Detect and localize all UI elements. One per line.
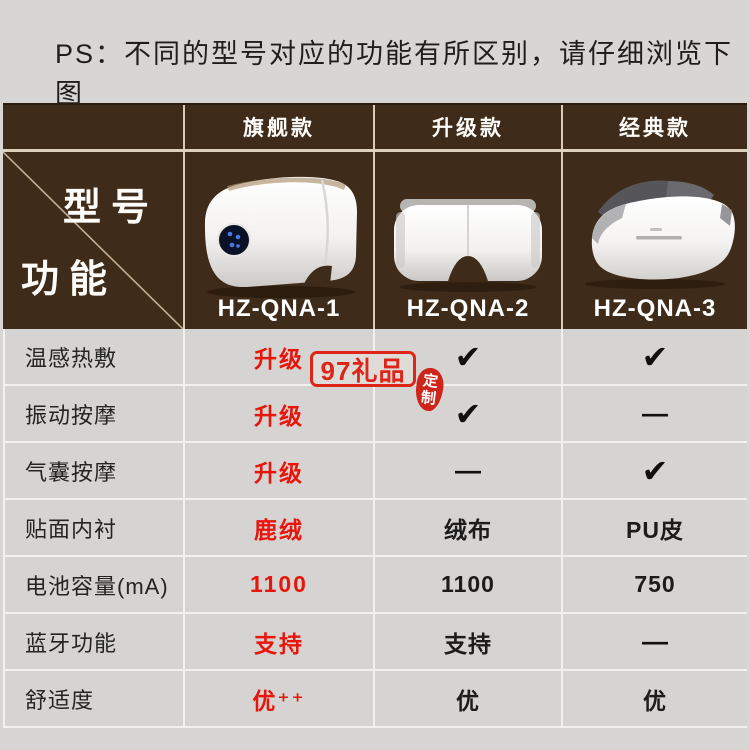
watermark-badge: 97礼品	[310, 351, 416, 387]
corner-header-spacer	[3, 105, 185, 149]
feature-label-cell: 振动按摩	[3, 386, 185, 441]
feature-value: 优⁺⁺	[252, 687, 306, 714]
value-cell: 绒布	[375, 500, 563, 555]
model-name: HZ-QNA-3	[593, 295, 717, 322]
seal-char-bottom: 制	[419, 388, 437, 408]
feature-value: 绒布	[444, 516, 492, 543]
feature-label: 气囊按摩	[25, 459, 118, 485]
ps-note-line1: PS：不同的型号对应的功能有所区别，请仔细浏览下图	[55, 39, 734, 109]
check-mark-icon: ✔	[641, 338, 669, 375]
value-cell: —	[375, 443, 563, 498]
tier-header-flagship: 旗舰款	[185, 105, 375, 149]
corner-model-label: 型号	[62, 187, 159, 229]
product-cell-flagship: HZ-QNA-1	[185, 152, 375, 329]
feature-row-airbag: 气囊按摩 升级 — ✔	[3, 443, 747, 500]
feature-label: 舒适度	[25, 687, 95, 713]
value-cell: 优⁺⁺	[185, 671, 375, 726]
check-mark-icon: ✔	[641, 452, 669, 489]
dash-icon: —	[642, 626, 668, 656]
dash-icon: —	[642, 398, 668, 428]
feature-row-bluetooth: 蓝牙功能 支持 支持 —	[3, 614, 747, 671]
value-cell: 1100	[375, 557, 563, 612]
feature-value: 升级	[254, 345, 304, 372]
feature-value: 鹿绒	[254, 516, 304, 543]
product-image-upgraded-massager	[394, 199, 542, 292]
feature-value: 支持	[444, 630, 492, 657]
corner-function-label: 功能	[21, 259, 118, 301]
feature-value: 1100	[250, 571, 308, 597]
value-cell: 支持	[185, 614, 375, 669]
comparison-table: 旗舰款 升级款 经典款 型号 功能	[3, 103, 747, 728]
tier-header-row: 旗舰款 升级款 经典款	[3, 103, 747, 152]
feature-label-cell: 气囊按摩	[3, 443, 185, 498]
value-cell: 1100	[185, 557, 375, 612]
value-cell: PU皮	[563, 500, 747, 555]
product-cell-upgraded: HZ-QNA-2	[375, 152, 563, 329]
check-mark-icon: ✔	[454, 338, 482, 375]
value-cell: 鹿绒	[185, 500, 375, 555]
feature-label-cell: 温感热敷	[3, 329, 185, 384]
feature-value: 优	[643, 687, 667, 714]
feature-value: PU皮	[626, 516, 684, 543]
feature-label-cell: 蓝牙功能	[3, 614, 185, 669]
value-cell: 优	[375, 671, 563, 726]
model-name: HZ-QNA-1	[217, 295, 341, 322]
value-cell: —	[563, 614, 747, 669]
model-name: HZ-QNA-2	[406, 295, 530, 322]
product-image-flagship-massager	[204, 176, 357, 298]
value-cell: 750	[563, 557, 747, 612]
feature-label-cell: 电池容量(mA)	[3, 557, 185, 612]
check-mark-icon: ✔	[454, 395, 482, 432]
feature-label-cell: 舒适度	[3, 671, 185, 726]
tier-label: 升级款	[432, 117, 504, 140]
diagonal-divider	[3, 152, 183, 329]
feature-value: 1100	[441, 571, 495, 597]
feature-row-battery: 电池容量(mA) 1100 1100 750	[3, 557, 747, 614]
product-image-row: 型号 功能	[3, 152, 747, 329]
feature-label: 振动按摩	[25, 402, 118, 428]
value-cell: ✔	[563, 443, 747, 498]
value-cell: 升级	[185, 443, 375, 498]
feature-label: 蓝牙功能	[25, 630, 118, 656]
value-cell: —	[563, 386, 747, 441]
value-cell: ✔	[375, 386, 563, 441]
seal-char-top: 定	[422, 371, 440, 391]
tier-label: 经典款	[619, 117, 691, 140]
feature-label: 温感热敷	[25, 345, 118, 371]
corner-cell: 型号 功能	[3, 152, 185, 329]
feature-label: 电池容量(mA)	[25, 573, 169, 599]
feature-label: 贴面内衬	[25, 516, 118, 542]
dash-icon: —	[455, 455, 481, 485]
value-cell: 升级	[185, 386, 375, 441]
value-cell: ✔	[375, 329, 563, 384]
feature-value: 优	[456, 687, 480, 714]
tier-header-upgraded: 升级款	[375, 105, 563, 149]
value-cell: ✔	[563, 329, 747, 384]
feature-row-comfort: 舒适度 优⁺⁺ 优 优	[3, 671, 747, 728]
product-image-classic-massager	[585, 180, 735, 289]
product-cell-classic: HZ-QNA-3	[563, 152, 747, 329]
tier-label: 旗舰款	[243, 117, 315, 140]
feature-label-cell: 贴面内衬	[3, 500, 185, 555]
tier-header-classic: 经典款	[563, 105, 747, 149]
feature-value: 升级	[254, 459, 304, 486]
feature-row-lining: 贴面内衬 鹿绒 绒布 PU皮	[3, 500, 747, 557]
value-cell: 优	[563, 671, 747, 726]
feature-row-vibration: 振动按摩 升级 ✔ —	[3, 386, 747, 443]
value-cell: 支持	[375, 614, 563, 669]
feature-value: 支持	[254, 630, 304, 657]
feature-value: 升级	[254, 402, 304, 429]
feature-value: 750	[634, 571, 676, 597]
